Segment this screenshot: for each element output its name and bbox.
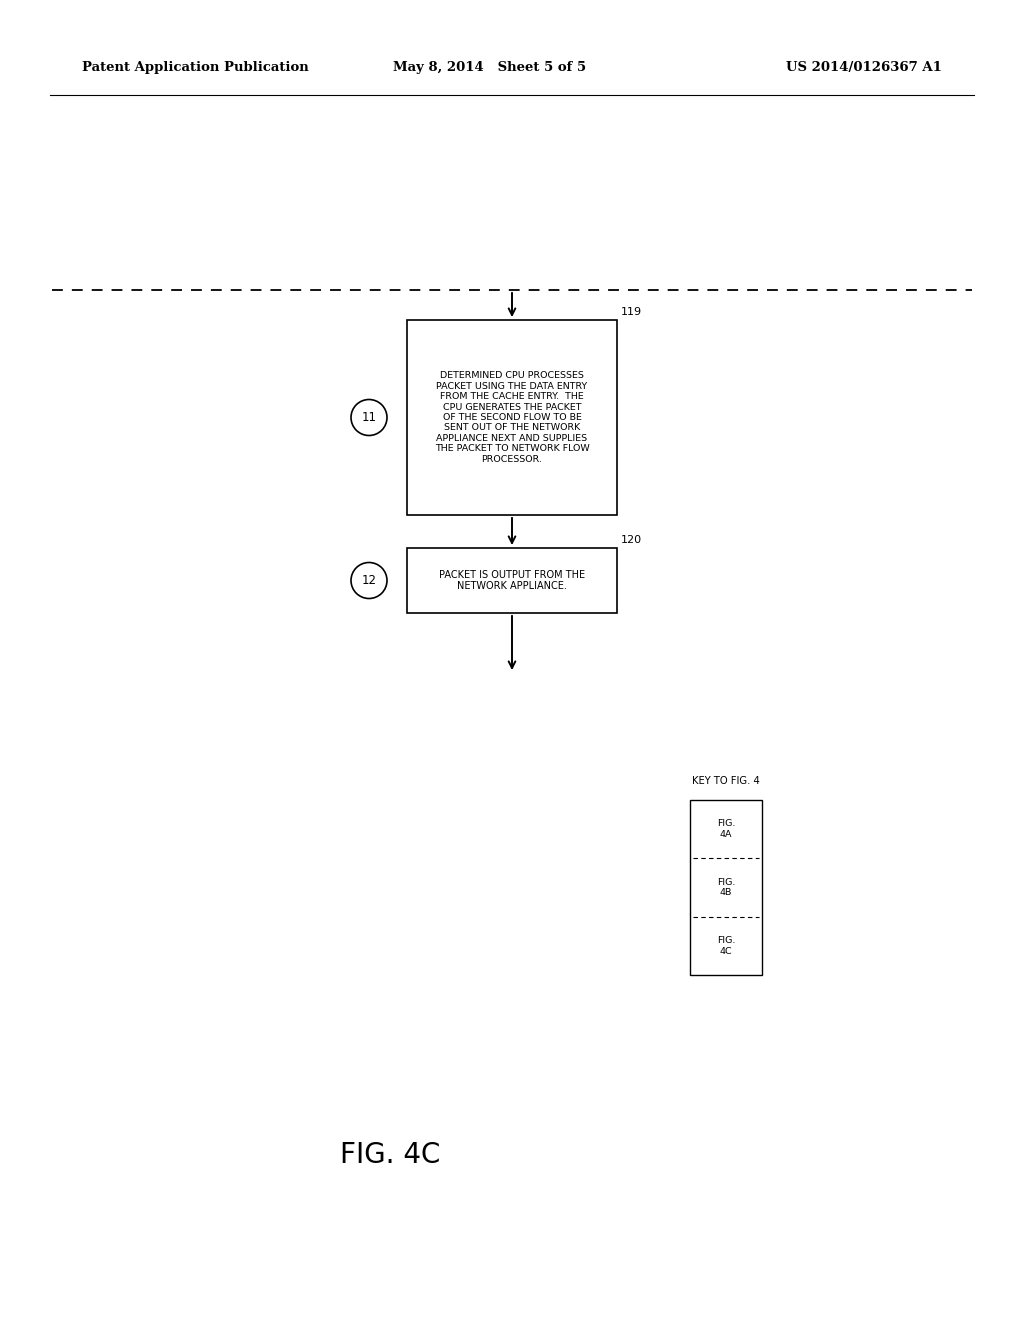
- Text: 120: 120: [621, 535, 642, 545]
- Text: Patent Application Publication: Patent Application Publication: [82, 62, 309, 74]
- Text: FIG.
4B: FIG. 4B: [717, 878, 735, 898]
- Text: FIG.
4C: FIG. 4C: [717, 936, 735, 956]
- Text: 12: 12: [361, 574, 377, 587]
- Text: FIG.
4A: FIG. 4A: [717, 820, 735, 840]
- Text: PACKET IS OUTPUT FROM THE
NETWORK APPLIANCE.: PACKET IS OUTPUT FROM THE NETWORK APPLIA…: [439, 570, 585, 591]
- Text: US 2014/0126367 A1: US 2014/0126367 A1: [786, 62, 942, 74]
- Text: 119: 119: [621, 308, 642, 317]
- Text: May 8, 2014   Sheet 5 of 5: May 8, 2014 Sheet 5 of 5: [393, 62, 587, 74]
- Text: DETERMINED CPU PROCESSES
PACKET USING THE DATA ENTRY
FROM THE CACHE ENTRY.  THE
: DETERMINED CPU PROCESSES PACKET USING TH…: [434, 371, 590, 463]
- Text: FIG. 4C: FIG. 4C: [340, 1140, 440, 1170]
- Bar: [690, 800, 762, 975]
- Bar: [407, 319, 617, 515]
- Text: KEY TO FIG. 4: KEY TO FIG. 4: [692, 776, 760, 785]
- Bar: [407, 548, 617, 612]
- Text: 11: 11: [361, 411, 377, 424]
